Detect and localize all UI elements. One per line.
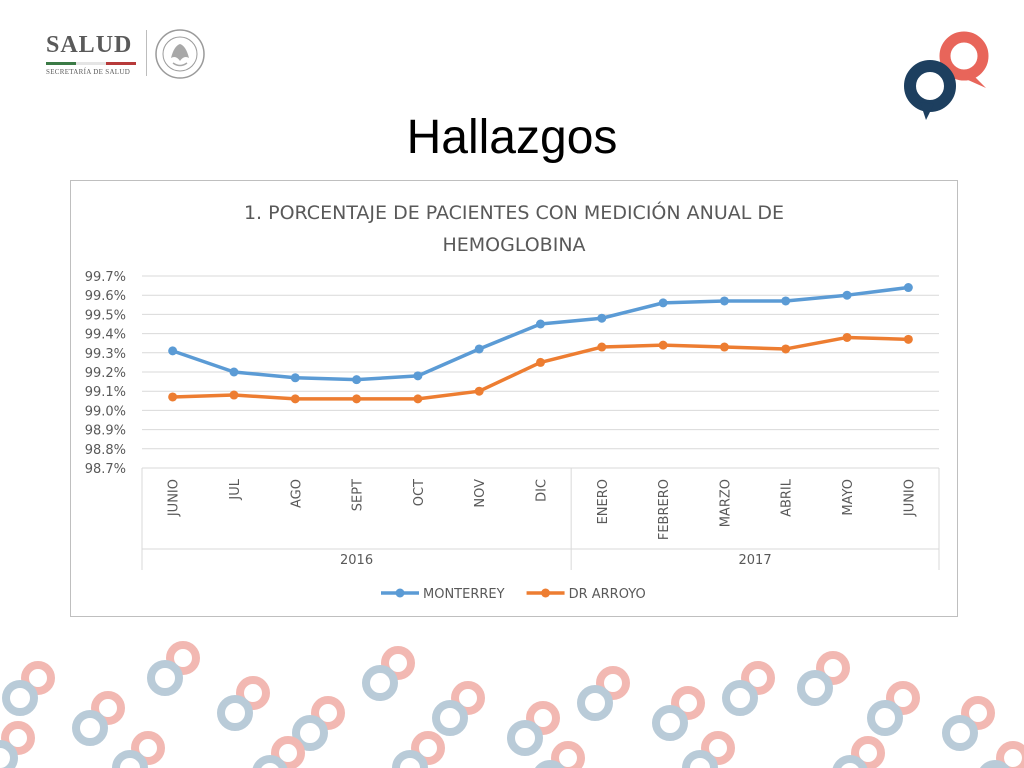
y-tick-label: 99.7%	[85, 270, 126, 285]
y-tick-label: 99.0%	[85, 404, 126, 419]
y-tick-label: 98.9%	[85, 424, 126, 439]
y-tick-label: 98.8%	[85, 443, 126, 458]
data-point	[658, 298, 668, 308]
data-point	[413, 394, 423, 404]
data-point	[474, 386, 484, 396]
data-point	[168, 392, 178, 402]
x-tick-label: MARZO	[718, 479, 733, 527]
y-tick-label: 99.2%	[85, 366, 126, 381]
series-line	[172, 335, 909, 401]
data-point	[903, 334, 913, 344]
x-tick-label: MAYO	[841, 479, 856, 516]
legend-swatch-marker	[395, 588, 405, 598]
brand-chat-bubbles-icon	[904, 31, 989, 120]
legend-swatch-marker	[541, 588, 551, 598]
line-chart: 99.7% 99.6% 99.5% 99.4% 99.3% 99.2% 99.1% 99.0%…	[85, 270, 940, 602]
y-tick-label: 99.6%	[85, 289, 126, 304]
data-point	[781, 296, 791, 306]
data-point	[719, 342, 729, 352]
data-point	[597, 342, 607, 352]
x-tick-label: JUL	[228, 478, 243, 500]
x-group-label: 2017	[739, 553, 772, 568]
y-tick-label: 99.1%	[85, 385, 126, 400]
chart-title-line-1: 1. PORCENTAJE DE PACIENTES CON MEDICIÓN …	[243, 202, 785, 224]
data-point	[842, 290, 852, 300]
x-tick-label: DIC	[535, 479, 550, 502]
x-tick-label: FEBRERO	[657, 479, 672, 540]
data-point	[352, 375, 362, 385]
x-group-label: 2016	[340, 553, 373, 568]
chart-title: 1. PORCENTAJE DE PACIENTES CON MEDICIÓN …	[71, 197, 957, 261]
data-point	[719, 296, 729, 306]
x-tick-label: AGO	[289, 479, 304, 508]
data-point	[597, 313, 607, 323]
data-point	[781, 344, 791, 354]
national-seal-icon	[155, 29, 205, 79]
chart-frame: 1. PORCENTAJE DE PACIENTES CON MEDICIÓN …	[70, 180, 958, 617]
x-tick-label: NOV	[473, 479, 488, 508]
y-tick-label: 99.5%	[85, 308, 126, 323]
data-point	[290, 394, 300, 404]
x-tick-label: OCT	[412, 479, 427, 506]
data-point	[536, 357, 545, 367]
tricolor-bar	[46, 62, 136, 65]
salud-wordmark: SALUD	[46, 32, 133, 58]
legend-label: MONTERREY	[423, 587, 505, 602]
y-tick-label: 99.3%	[85, 347, 126, 362]
chart-title-line-2: HEMOGLOBINA	[442, 234, 586, 256]
salud-logo: SALUD SECRETARÍA DE SALUD	[36, 26, 216, 82]
data-point	[658, 340, 668, 350]
x-tick-label: JUNIO	[167, 479, 182, 517]
x-tick-label: JUNIO	[902, 479, 917, 517]
x-tick-label: ENERO	[596, 479, 611, 524]
data-point	[903, 283, 913, 293]
data-point	[474, 344, 484, 354]
y-tick-label: 99.4%	[85, 328, 126, 343]
data-point	[352, 394, 362, 404]
header-divider	[146, 30, 147, 76]
data-point	[229, 367, 239, 377]
x-tick-label: ABRIL	[780, 478, 795, 517]
slide-title: Hallazgos	[406, 111, 618, 164]
data-point	[168, 346, 178, 356]
data-point	[413, 371, 423, 381]
data-point	[536, 319, 545, 329]
data-point	[229, 390, 239, 400]
y-tick-label: 98.7%	[85, 462, 126, 477]
salud-subtitle: SECRETARÍA DE SALUD	[46, 68, 131, 76]
data-point	[290, 373, 300, 383]
data-point	[842, 332, 852, 342]
legend-label: DR ARROYO	[569, 587, 646, 602]
x-tick-label: SEPT	[351, 479, 366, 511]
decorative-bubble-pattern	[0, 630, 1024, 768]
